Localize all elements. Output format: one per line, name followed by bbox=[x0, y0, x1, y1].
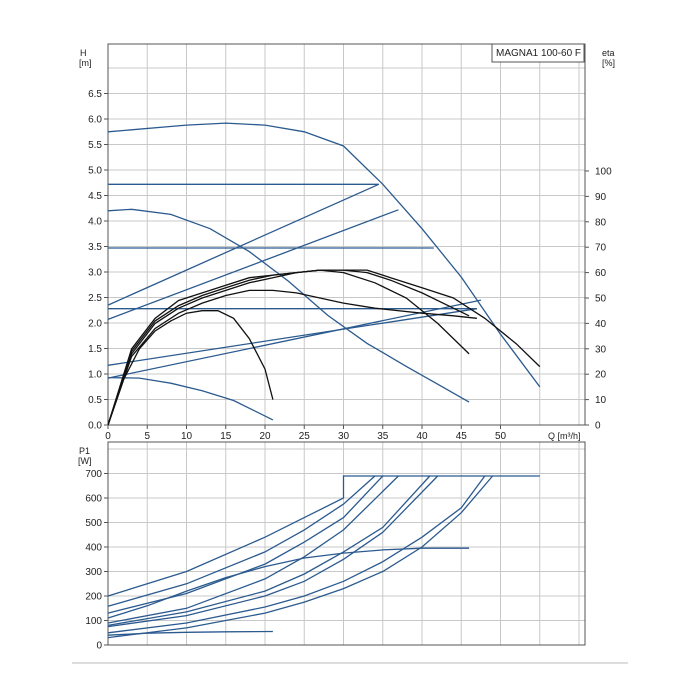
left-axis-label-symbol: H bbox=[80, 48, 87, 58]
eta-tick-label: 70 bbox=[595, 243, 607, 254]
eta-tick-label: 20 bbox=[595, 370, 607, 381]
x-tick-label: 20 bbox=[259, 431, 271, 442]
head-curve bbox=[107, 209, 399, 321]
head-curve bbox=[107, 376, 274, 421]
power-series bbox=[107, 475, 540, 639]
eta-tick-label: 90 bbox=[595, 192, 607, 203]
x-tick-label: 50 bbox=[495, 431, 507, 442]
x-tick-label: 0 bbox=[105, 431, 111, 442]
power-tick-label: 0 bbox=[96, 641, 102, 652]
efficiency-curve bbox=[107, 269, 541, 426]
x-tick-label: 25 bbox=[299, 431, 311, 442]
axis-ticks: 0 5 10 15 20 25 30 35 40 45 50 0.0 0.5 1.0 1.5 2.0 2.5 3.… bbox=[85, 89, 612, 652]
eta-tick-label: 10 bbox=[595, 395, 607, 406]
legend-title: MAGNA1 100-60 F bbox=[496, 48, 581, 59]
x-axis-label: Q [m³/h] bbox=[548, 431, 581, 441]
top-plot-frame bbox=[107, 43, 586, 426]
efficiency-curve bbox=[107, 289, 477, 426]
power-curve bbox=[107, 475, 431, 627]
y-tick-label: 0.0 bbox=[88, 421, 102, 432]
power-curve bbox=[107, 475, 540, 597]
eta-tick-label: 40 bbox=[595, 319, 607, 330]
y-tick-label: 5.0 bbox=[88, 166, 102, 177]
power-tick-label: 700 bbox=[85, 469, 102, 480]
y-tick-label: 6.0 bbox=[88, 115, 102, 126]
x-tick-label: 5 bbox=[144, 431, 150, 442]
power-tick-label: 300 bbox=[85, 567, 102, 578]
y-tick-label: 2.0 bbox=[88, 319, 102, 330]
y-tick-label: 1.5 bbox=[88, 344, 102, 355]
head-curve bbox=[107, 122, 541, 388]
efficiency-curve bbox=[107, 269, 470, 426]
eta-tick-label: 0 bbox=[595, 421, 601, 432]
power-curve bbox=[107, 475, 439, 628]
eta-tick-label: 30 bbox=[595, 344, 607, 355]
power-tick-label: 500 bbox=[85, 518, 102, 529]
right-axis-label-symbol: eta bbox=[602, 48, 615, 58]
x-tick-label: 45 bbox=[456, 431, 468, 442]
legend-box bbox=[491, 43, 585, 63]
power-curve bbox=[107, 475, 486, 634]
power-axis-label-unit: [W] bbox=[78, 456, 92, 466]
power-curve bbox=[107, 475, 399, 624]
y-tick-label: 4.5 bbox=[88, 191, 102, 202]
eta-tick-label: 80 bbox=[595, 217, 607, 228]
power-curve bbox=[107, 475, 376, 607]
x-tick-label: 10 bbox=[181, 431, 193, 442]
head-and-efficiency-series bbox=[107, 122, 541, 426]
eta-tick-label: 50 bbox=[595, 294, 607, 305]
head-curve bbox=[107, 208, 470, 403]
y-tick-label: 1.0 bbox=[88, 370, 102, 381]
head-curve bbox=[107, 308, 477, 366]
left-axis-label-unit: [m] bbox=[79, 58, 92, 68]
eta-tick-label: 60 bbox=[595, 268, 607, 279]
power-curve bbox=[107, 475, 494, 639]
x-tick-label: 30 bbox=[338, 431, 350, 442]
bottom-grid bbox=[107, 442, 585, 646]
power-tick-label: 400 bbox=[85, 543, 102, 554]
efficiency-curve bbox=[107, 269, 470, 426]
y-tick-label: 3.0 bbox=[88, 268, 102, 279]
y-tick-label: 5.5 bbox=[88, 140, 102, 151]
power-curve bbox=[107, 630, 273, 636]
eta-tick-label: 100 bbox=[595, 167, 612, 178]
x-tick-label: 35 bbox=[377, 431, 389, 442]
power-tick-label: 600 bbox=[85, 494, 102, 505]
y-tick-label: 2.5 bbox=[88, 293, 102, 304]
head-curve bbox=[107, 183, 380, 306]
y-tick-label: 3.5 bbox=[88, 242, 102, 253]
power-curve bbox=[107, 547, 470, 619]
top-grid bbox=[107, 44, 585, 426]
x-tick-label: 40 bbox=[416, 431, 428, 442]
bottom-plot-frame bbox=[107, 441, 586, 646]
efficiency-curve bbox=[107, 310, 274, 426]
y-tick-label: 0.5 bbox=[88, 395, 102, 406]
power-tick-label: 200 bbox=[85, 592, 102, 603]
y-tick-label: 6.5 bbox=[88, 89, 102, 100]
x-tick-label: 15 bbox=[220, 431, 232, 442]
right-axis-label-unit: [%] bbox=[602, 58, 615, 68]
y-tick-label: 4.0 bbox=[88, 217, 102, 228]
power-axis-label-symbol: P1 bbox=[79, 446, 90, 456]
power-tick-label: 100 bbox=[85, 616, 102, 627]
power-curve bbox=[107, 475, 384, 614]
